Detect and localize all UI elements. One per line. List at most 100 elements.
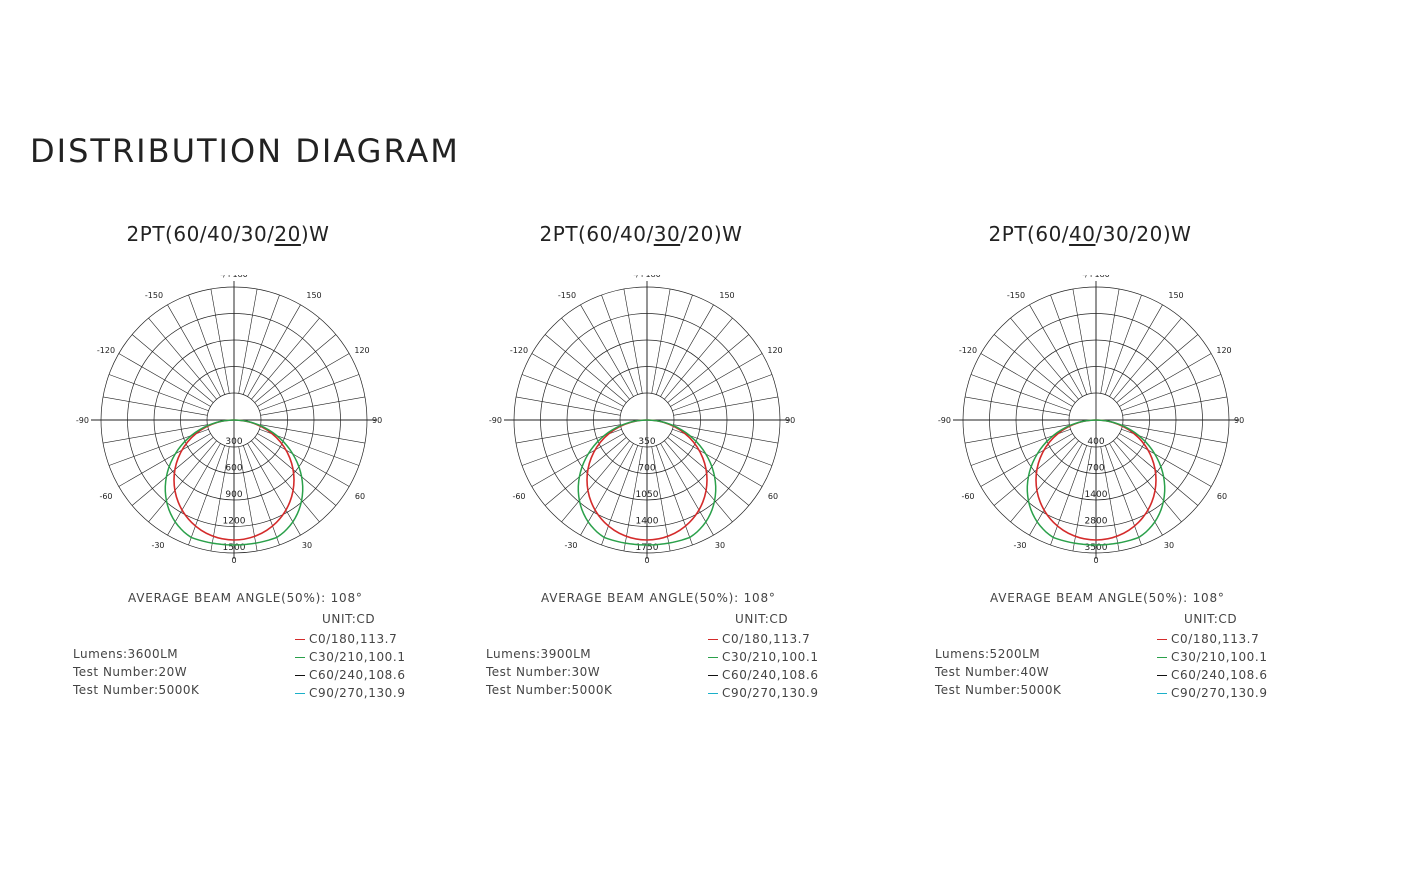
polar-spoke <box>167 304 221 397</box>
polar-spoke <box>108 374 209 412</box>
angle-label: -120 <box>510 346 528 355</box>
test-number-watts: Test Number:20W <box>73 665 188 679</box>
polar-spoke <box>623 288 643 394</box>
angle-label: -150 <box>1007 291 1025 300</box>
polar-spoke <box>188 294 226 395</box>
legend: C0/180,113.7 C30/210,100.1 C60/240,108.6… <box>708 630 819 702</box>
angle-label: -60 <box>99 492 112 501</box>
polar-spoke <box>980 433 1073 487</box>
polar-spoke <box>1100 288 1120 394</box>
polar-spoke <box>118 353 211 407</box>
angle-label: 120 <box>354 346 369 355</box>
legend-item-c60: C60/240,108.6 <box>295 666 406 684</box>
curve-c30 <box>164 419 304 546</box>
polar-spoke <box>238 446 258 552</box>
polar-spoke <box>102 396 208 416</box>
angle-label: -/+180 <box>633 275 661 279</box>
polar-spoke <box>601 445 639 546</box>
polar-spoke <box>673 424 779 444</box>
ring-value-label: 350 <box>638 437 655 447</box>
polar-spoke <box>188 445 226 546</box>
polar-spoke <box>131 334 214 403</box>
beam-angle-label: AVERAGE BEAM ANGLE(50%): 108° <box>128 591 363 605</box>
angle-label: 0 <box>231 556 236 565</box>
polar-spoke <box>1121 374 1222 412</box>
legend: C0/180,113.7 C30/210,100.1 C60/240,108.6… <box>295 630 406 702</box>
angle-label: -30 <box>564 541 577 550</box>
polar-spoke <box>1100 446 1120 552</box>
legend-label: C30/210,100.1 <box>1171 650 1268 664</box>
polar-spoke <box>1010 317 1079 400</box>
ring-value-label: 1200 <box>223 517 246 527</box>
polar-spoke <box>623 446 643 552</box>
polar-spoke <box>515 424 621 444</box>
chart-panel-20w: 2PT(60/40/30/20)W -/+180 -150 150 -120 120 -9… <box>48 0 408 872</box>
legend-swatch <box>295 638 305 640</box>
legend: C0/180,113.7 C30/210,100.1 C60/240,108.6… <box>1157 630 1268 702</box>
polar-spoke <box>531 353 624 407</box>
polar-chart-20w: -/+180-150150-120120-9090-6060-303003006… <box>76 275 382 565</box>
legend-item-c0: C0/180,113.7 <box>295 630 406 648</box>
legend-swatch <box>1157 692 1167 694</box>
page-title: DISTRIBUTION DIAGRAM <box>30 132 460 170</box>
polar-spoke <box>102 424 208 444</box>
ring-value-label: 1050 <box>636 490 659 500</box>
angle-label: 150 <box>1168 291 1183 300</box>
legend-label: C60/240,108.6 <box>1171 668 1268 682</box>
title-part-underlined: 30 <box>653 222 681 246</box>
polar-spoke <box>580 304 634 397</box>
angle-label: -60 <box>512 492 525 501</box>
lumens-text: Lumens:3600LM <box>73 647 179 661</box>
polar-spoke <box>238 288 258 394</box>
polar-spoke <box>167 443 221 536</box>
ring-value-label: 1400 <box>1085 490 1108 500</box>
ring-value-label: 700 <box>638 464 655 474</box>
polar-spoke <box>521 374 622 412</box>
test-number-watts: Test Number:30W <box>486 665 601 679</box>
angle-label: -/+180 <box>220 275 248 279</box>
test-number-cct: Test Number:5000K <box>486 683 613 697</box>
polar-spoke <box>664 440 733 523</box>
polar-spoke <box>247 443 301 536</box>
chart-panel-30w: 2PT(60/40/30/20)W -/+180 -150 150 -120 120 -9… <box>461 0 821 872</box>
legend-swatch <box>708 638 718 640</box>
test-number-cct: Test Number:5000K <box>73 683 200 697</box>
polar-spoke <box>544 437 627 506</box>
legend-label: C0/180,113.7 <box>309 632 398 646</box>
unit-label: UNIT:CD <box>735 612 789 626</box>
polar-spoke <box>1029 304 1083 397</box>
lumens-text: Lumens:3900LM <box>486 647 592 661</box>
polar-spoke <box>655 445 693 546</box>
title-part-c: /30/20)W <box>1095 222 1192 246</box>
angle-label: 120 <box>1216 346 1231 355</box>
ring-value-label: 1400 <box>636 517 659 527</box>
polar-spoke <box>993 437 1076 506</box>
beam-angle-label: AVERAGE BEAM ANGLE(50%): 108° <box>990 591 1225 605</box>
legend-swatch <box>1157 674 1167 676</box>
title-part-a: 2PT(60/ <box>988 222 1070 246</box>
polar-spoke <box>601 294 639 395</box>
info-block: Lumens:3600LM Test Number:20W Test Numbe… <box>73 645 199 699</box>
legend-label: C90/270,130.9 <box>309 686 406 700</box>
polar-spoke <box>148 317 217 400</box>
angle-label: 60 <box>1217 492 1227 501</box>
legend-swatch <box>1157 656 1167 658</box>
polar-spoke <box>544 334 627 403</box>
lumens-text: Lumens:5200LM <box>935 647 1041 661</box>
angle-label: -120 <box>959 346 977 355</box>
legend-label: C0/180,113.7 <box>1171 632 1260 646</box>
unit-label: UNIT:CD <box>322 612 376 626</box>
angle-label: -150 <box>558 291 576 300</box>
ring-value-label: 1750 <box>636 543 659 553</box>
angle-label: 60 <box>355 492 365 501</box>
legend-label: C60/240,108.6 <box>309 668 406 682</box>
legend-item-c30: C30/210,100.1 <box>295 648 406 666</box>
legend-swatch <box>708 656 718 658</box>
angle-label: -30 <box>1013 541 1026 550</box>
polar-spoke <box>1050 445 1088 546</box>
chart-title: 2PT(60/40/30/20)W <box>48 222 408 246</box>
ring-value-label: 3500 <box>1085 543 1108 553</box>
angle-label: 30 <box>715 541 725 550</box>
legend-swatch <box>295 674 305 676</box>
polar-spoke <box>672 374 773 412</box>
